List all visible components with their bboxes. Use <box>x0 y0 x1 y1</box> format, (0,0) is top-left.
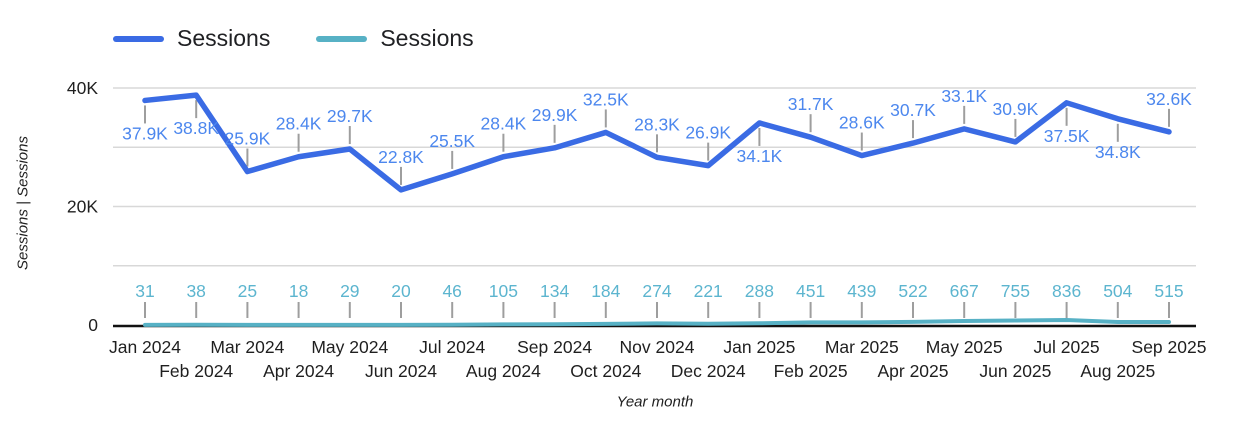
data-label: 28.4K <box>276 114 322 134</box>
data-label: 25.9K <box>225 129 271 149</box>
x-tick-label: Jun 2024 <box>365 361 437 381</box>
data-label: 504 <box>1103 281 1132 301</box>
x-tick-label: May 2024 <box>311 337 388 357</box>
data-label: 28.6K <box>839 113 885 133</box>
data-label: 32.6K <box>1146 89 1192 109</box>
x-tick-label: Feb 2024 <box>159 361 233 381</box>
data-label: 28.4K <box>481 114 527 134</box>
data-label: 18 <box>289 281 308 301</box>
x-tick-label: Mar 2025 <box>825 337 899 357</box>
legend: Sessions Sessions <box>113 27 474 50</box>
y-tick-label: 40K <box>67 78 98 98</box>
y-tick-label: 20K <box>67 197 98 217</box>
data-label: 29 <box>340 281 359 301</box>
data-label: 20 <box>391 281 411 301</box>
series-line-blue[interactable] <box>142 92 1172 193</box>
data-label: 34.8K <box>1095 142 1141 162</box>
data-label: 667 <box>950 281 979 301</box>
data-label: 46 <box>442 281 461 301</box>
x-tick-label: Oct 2024 <box>570 361 641 381</box>
legend-swatch-blue <box>113 35 164 42</box>
data-label: 32.5K <box>583 89 629 109</box>
series-line-teal[interactable] <box>143 318 1171 327</box>
data-label: 221 <box>694 281 723 301</box>
data-label: 31.7K <box>788 94 834 114</box>
legend-label-sessions-teal: Sessions <box>380 25 474 51</box>
x-tick-label: Dec 2024 <box>671 361 746 381</box>
data-label: 29.9K <box>532 105 578 125</box>
x-tick-label: Mar 2024 <box>210 337 284 357</box>
data-label: 451 <box>796 281 825 301</box>
data-label: 522 <box>898 281 927 301</box>
x-tick-label: Jul 2024 <box>419 337 485 357</box>
x-tick-label: Feb 2025 <box>774 361 848 381</box>
legend-item-sessions-teal[interactable]: Sessions <box>316 25 474 51</box>
data-label: 30.9K <box>993 99 1039 119</box>
y-tick-label: 0 <box>88 315 98 335</box>
data-label: 29.7K <box>327 106 373 126</box>
data-label: 515 <box>1154 281 1183 301</box>
x-tick-label: Jan 2024 <box>109 337 181 357</box>
x-tick-label: Apr 2025 <box>877 361 948 381</box>
legend-label-sessions-blue: Sessions <box>177 25 271 51</box>
data-label: 134 <box>540 281 569 301</box>
x-tick-label: Apr 2024 <box>263 361 334 381</box>
data-label: 836 <box>1052 281 1081 301</box>
data-label: 439 <box>847 281 876 301</box>
x-tick-label: May 2025 <box>926 337 1003 357</box>
data-label: 30.7K <box>890 100 936 120</box>
data-label: 288 <box>745 281 774 301</box>
data-label: 38 <box>186 281 205 301</box>
data-label: 755 <box>1001 281 1030 301</box>
data-label: 34.1K <box>737 146 783 166</box>
x-tick-label: Jul 2025 <box>1034 337 1100 357</box>
legend-item-sessions-blue[interactable]: Sessions <box>113 27 270 50</box>
data-label: 274 <box>642 281 671 301</box>
data-label: 28.3K <box>634 114 680 134</box>
data-label: 25 <box>238 281 257 301</box>
data-label: 38.8K <box>173 118 219 138</box>
data-label: 25.5K <box>429 131 475 151</box>
data-label: 31 <box>135 281 154 301</box>
data-label: 105 <box>489 281 518 301</box>
x-tick-label: Jan 2025 <box>723 337 795 357</box>
x-tick-label: Nov 2024 <box>620 337 695 357</box>
x-tick-label: Jun 2025 <box>979 361 1051 381</box>
legend-swatch-teal <box>316 35 368 42</box>
x-tick-label: Sep 2025 <box>1132 337 1207 357</box>
x-tick-label: Aug 2024 <box>466 361 541 381</box>
x-tick-label: Sep 2024 <box>517 337 592 357</box>
data-label: 22.8K <box>378 147 424 167</box>
data-label: 26.9K <box>685 123 731 143</box>
data-label: 37.5K <box>1044 126 1090 146</box>
data-label: 37.9K <box>122 123 168 143</box>
x-axis-title: Year month <box>616 393 694 411</box>
data-label: 33.1K <box>941 86 987 106</box>
data-label: 184 <box>591 281 620 301</box>
x-tick-label: Aug 2025 <box>1080 361 1155 381</box>
